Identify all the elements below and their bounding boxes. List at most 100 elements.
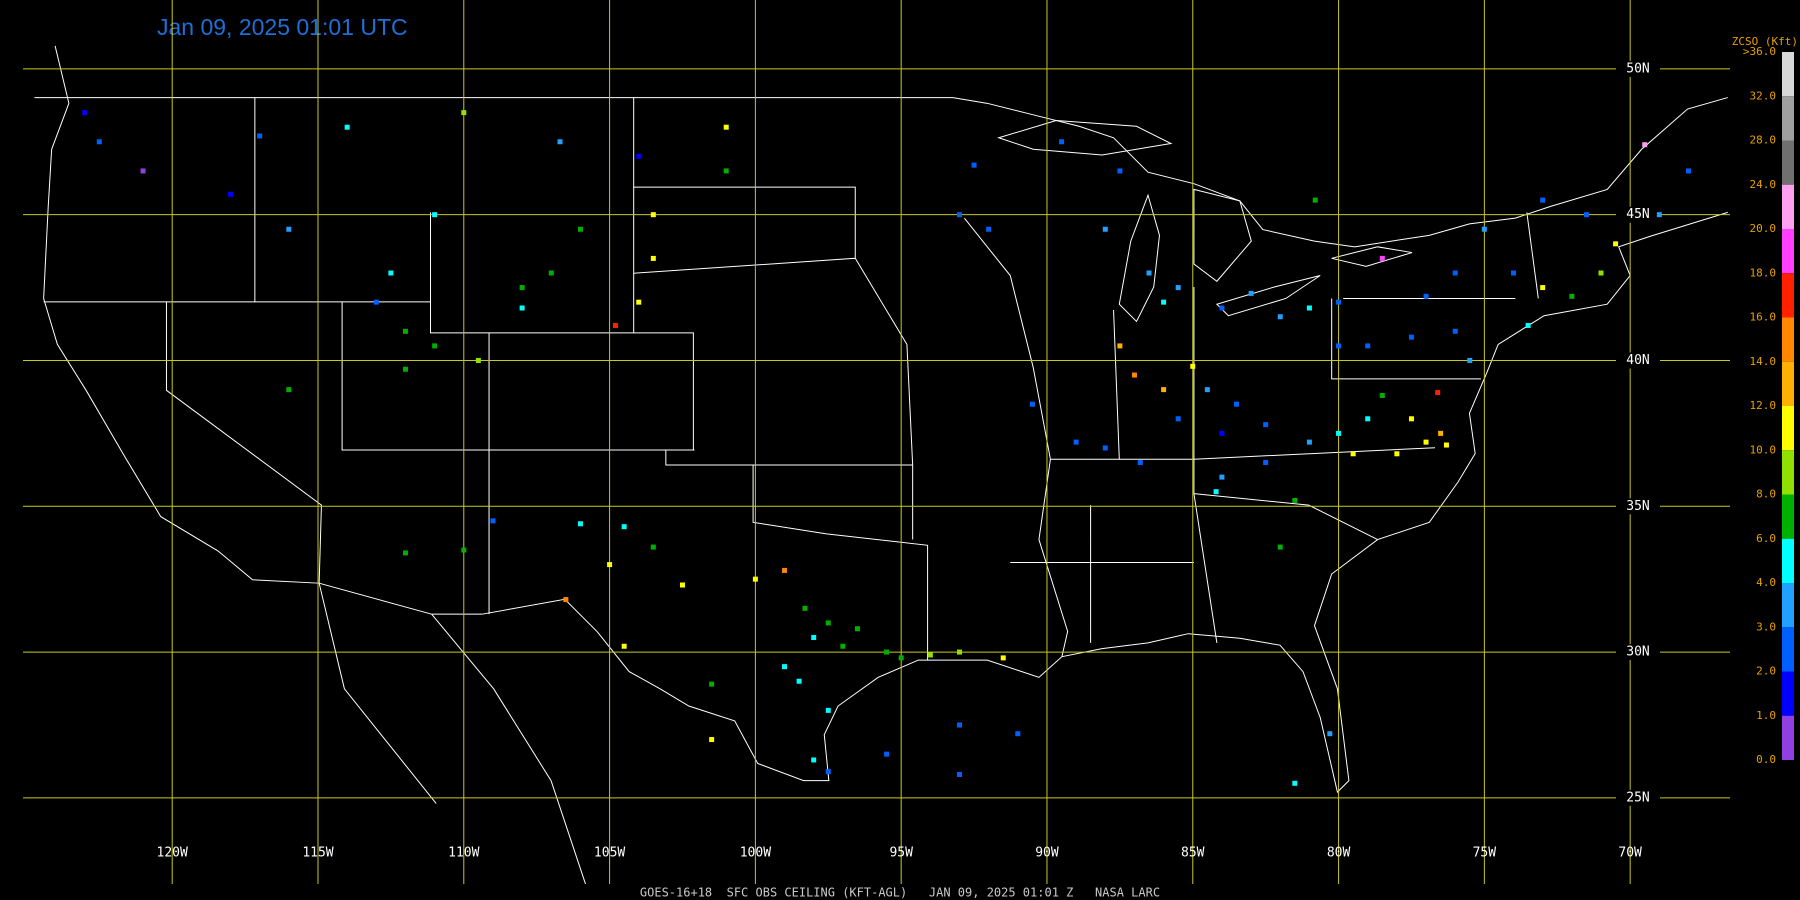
station-obs [898, 655, 904, 661]
colorbar-label: 3.0 [1756, 620, 1776, 633]
station-obs [1336, 299, 1342, 305]
station-obs [956, 212, 962, 218]
colorbar-segment [1782, 627, 1794, 672]
station-obs [1336, 343, 1342, 349]
station-obs [752, 576, 758, 582]
station-obs [82, 110, 88, 116]
colorbar-segment [1782, 671, 1794, 716]
station-obs [1443, 442, 1449, 448]
station-obs [1292, 780, 1298, 786]
colorbar-label: 20.0 [1750, 222, 1777, 235]
station-obs [840, 643, 846, 649]
station-obs [1059, 139, 1065, 145]
colorbar-segment [1782, 715, 1794, 760]
lon-label: 120W [157, 846, 188, 861]
stations [82, 110, 1691, 786]
station-obs [796, 678, 802, 684]
station-obs [1613, 241, 1619, 247]
lon-label: 80W [1327, 846, 1351, 861]
coastline [44, 46, 1728, 792]
station-obs [1015, 731, 1021, 737]
station-obs [1423, 293, 1429, 299]
station-obs [802, 605, 808, 611]
station-obs [1073, 439, 1079, 445]
colorbar-segment [1782, 273, 1794, 318]
station-obs [1656, 212, 1662, 218]
station-obs [1219, 305, 1225, 311]
colorbar-label: 24.0 [1750, 178, 1777, 191]
station-obs [1102, 445, 1108, 451]
station-obs [927, 652, 933, 658]
station-obs [1435, 390, 1441, 396]
station-obs [956, 772, 962, 778]
station-obs [650, 212, 656, 218]
station-obs [1569, 293, 1575, 299]
colorbar-label: 8.0 [1756, 488, 1776, 501]
station-obs [490, 518, 496, 524]
station-obs [344, 124, 350, 130]
station-obs [1452, 328, 1458, 334]
station-obs [1408, 416, 1414, 422]
station-obs [1248, 290, 1254, 296]
caption: GOES-16+18 SFC OBS CEILING (KFT-AGL) JAN… [640, 886, 1160, 900]
lon-label: 105W [594, 846, 625, 861]
station-obs [577, 521, 583, 527]
lat-label: 50N [1626, 61, 1649, 76]
station-obs [519, 285, 525, 291]
station-obs [286, 387, 292, 393]
colorbar-segment [1782, 361, 1794, 406]
station-obs [1234, 401, 1240, 407]
lon-label: 75W [1473, 846, 1497, 861]
station-obs [1583, 212, 1589, 218]
station-obs [1642, 142, 1648, 148]
colorbar-segment [1782, 583, 1794, 628]
station-obs [650, 544, 656, 550]
lat-label-bg [1616, 498, 1660, 515]
colorbar-label: 28.0 [1750, 134, 1777, 147]
station-obs [1175, 416, 1181, 422]
station-obs [1277, 314, 1283, 320]
lat-label: 40N [1626, 353, 1649, 368]
station-obs [621, 524, 627, 530]
station-obs [1327, 731, 1333, 737]
colorbar-segment [1782, 184, 1794, 229]
colorbar-label: 12.0 [1750, 399, 1777, 412]
station-obs [621, 643, 627, 649]
lat-label-bg [1616, 789, 1660, 806]
station-obs [1350, 451, 1356, 457]
station-obs [1365, 343, 1371, 349]
station-obs [723, 168, 729, 174]
lakes [999, 121, 1412, 322]
lat-label-bg [1616, 60, 1660, 77]
lat-label-bg [1616, 352, 1660, 369]
lat-label: 30N [1626, 645, 1649, 660]
station-obs [1408, 334, 1414, 340]
colorbar-label: 14.0 [1750, 355, 1777, 368]
colorbar-segment [1782, 538, 1794, 583]
station-obs [709, 681, 715, 687]
station-obs [825, 620, 831, 626]
station-obs [1394, 451, 1400, 457]
station-obs [388, 270, 394, 276]
station-obs [884, 649, 890, 655]
station-obs [1379, 392, 1385, 398]
station-obs [612, 322, 618, 328]
station-obs [607, 562, 613, 568]
lon-label: 110W [448, 846, 479, 861]
station-obs [519, 305, 525, 311]
station-obs [1481, 226, 1487, 232]
station-obs [402, 366, 408, 372]
station-obs [1213, 489, 1219, 495]
station-obs [1219, 430, 1225, 436]
station-obs [286, 226, 292, 232]
lat-label: 45N [1626, 207, 1649, 222]
station-obs [1365, 416, 1371, 422]
station-obs [228, 191, 234, 197]
station-obs [1277, 544, 1283, 550]
station-obs [650, 255, 656, 261]
station-obs [1306, 305, 1312, 311]
station-obs [1598, 270, 1604, 276]
station-obs [1204, 387, 1210, 393]
station-obs [825, 707, 831, 713]
